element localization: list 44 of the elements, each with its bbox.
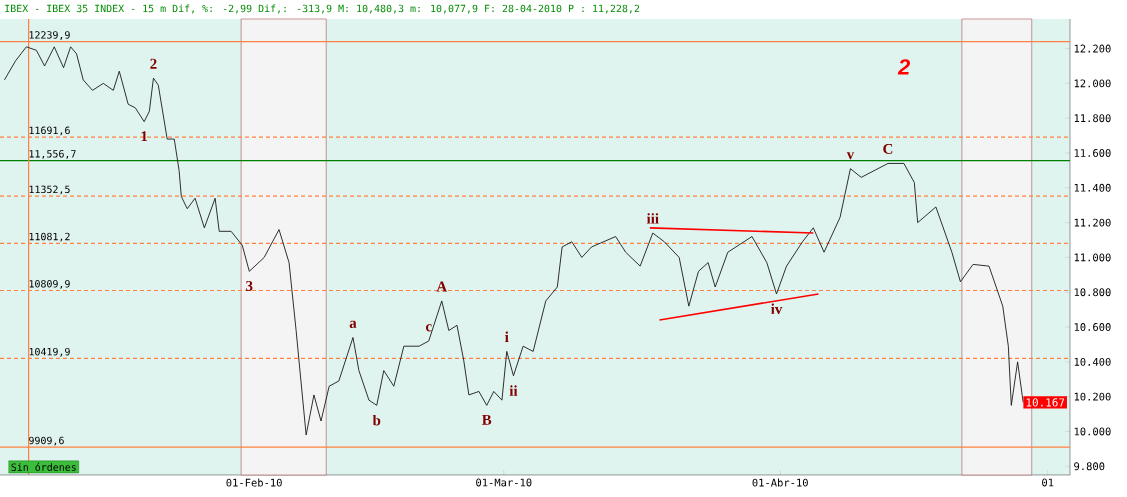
ref-line-label: 11,556,7 — [29, 150, 76, 159]
x-tick-label: 01 — [1042, 478, 1054, 487]
y-tick-label: 11.600 — [1074, 149, 1111, 157]
y-tick-label: 12.000 — [1074, 79, 1111, 88]
y-tick-label: 11.000 — [1074, 253, 1111, 262]
ref-line-label: 11081,2 — [29, 232, 70, 242]
line-series — [4, 46, 1024, 436]
ref-line-label: 11691,6 — [29, 126, 70, 136]
annotation: iv — [771, 303, 783, 315]
annotation: a — [349, 320, 357, 328]
chart-title: IBEX - IBEX 35 INDEX - 15 m Dif, %: -2,99 Dif,: -313,9 M: 10,480,3 m: 10,077,9 F: 28-04-2010 P : 11,228,2 — [5, 4, 640, 14]
y-tick-label: 10.400 — [1074, 357, 1111, 366]
annotation: 10.167 — [1026, 398, 1065, 407]
annotation: A — [436, 281, 448, 292]
x-tick-label: 01-Feb-10 — [226, 478, 282, 487]
x-tick-label: 01-Abr-10 — [752, 478, 808, 487]
annotation: 3 — [246, 280, 253, 291]
annotation: 2 — [150, 58, 157, 69]
annotation: iii — [646, 213, 659, 224]
y-tick-label: 11.400 — [1074, 183, 1111, 192]
annotation: Sin órdenes — [11, 462, 76, 471]
y-tick-label: 9.800 — [1074, 462, 1105, 471]
annotation: b — [372, 414, 381, 426]
annotation: v — [846, 152, 855, 160]
y-tick-label: 10.800 — [1074, 288, 1111, 297]
annotation: 1 — [141, 131, 148, 142]
annotation: i — [505, 331, 509, 342]
y-tick-label: 10.200 — [1074, 392, 1111, 401]
ref-line-label: 10419,9 — [29, 347, 70, 357]
y-tick-label: 10.000 — [1074, 427, 1111, 436]
ref-line-label: 10809,9 — [29, 280, 70, 289]
x-tick-label: 01-Mar-10 — [476, 478, 532, 487]
ref-line-label: 11352,5 — [29, 185, 70, 195]
annotation: c — [425, 324, 432, 332]
annotation: C — [883, 143, 893, 154]
ref-line-label: 9909,6 — [29, 436, 64, 446]
ref-line-label: 12239,9 — [29, 31, 70, 40]
y-tick-label: 11.200 — [1074, 218, 1111, 227]
y-tick-label: 10.600 — [1074, 323, 1111, 331]
y-tick-label: 12.200 — [1074, 44, 1111, 53]
annotation: B — [481, 414, 492, 425]
y-tick-label: 11.800 — [1074, 114, 1111, 123]
annotation: ii — [509, 385, 518, 396]
annotation: 2 — [897, 59, 911, 75]
